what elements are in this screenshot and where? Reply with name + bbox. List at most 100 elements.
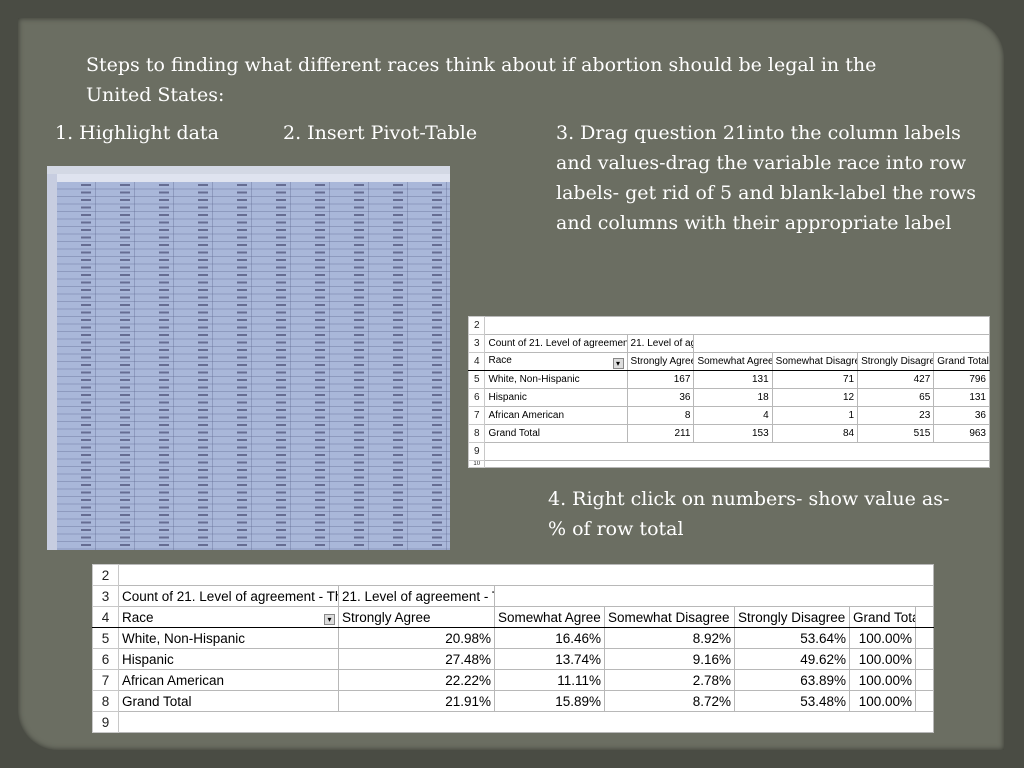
column-header: Somewhat Disagree	[771, 352, 859, 371]
row-number: 6	[92, 648, 119, 670]
table-row: 9	[92, 711, 934, 733]
row-number: 4	[92, 606, 119, 628]
table-cell[interactable]: 427	[857, 370, 935, 389]
row-number: 4	[467, 352, 486, 371]
table-cell[interactable]: 2.78%	[604, 669, 735, 691]
table-cell[interactable]: 20.98%	[338, 627, 495, 649]
row-label: White, Non-Hispanic	[118, 627, 339, 649]
table-row: 3 Count of 21. Level of agreement - That…	[92, 585, 934, 607]
row-number: 2	[467, 316, 486, 335]
row-field-label[interactable]: Race ▾	[484, 352, 628, 371]
table-cell[interactable]: 12	[771, 388, 859, 407]
table-cell[interactable]: 63.89%	[734, 669, 850, 691]
table-cell[interactable]: 1	[771, 406, 859, 425]
row-number: 7	[92, 669, 119, 691]
row-number: 5	[92, 627, 119, 649]
table-cell[interactable]: 4	[693, 406, 773, 425]
table-row: 8 Grand Total 211 153 84 515 963	[467, 424, 990, 443]
column-header: Somewhat Disagree	[604, 606, 735, 628]
row-label: Hispanic	[118, 648, 339, 670]
table-row: 4 Race ▾ Strongly Agree Somewhat Agree So…	[92, 606, 934, 628]
table-cell[interactable]: 49.62%	[734, 648, 850, 670]
table-cell[interactable]: 23	[857, 406, 935, 425]
table-cell[interactable]: 84	[771, 424, 859, 443]
table-cell[interactable]: 11.11%	[494, 669, 605, 691]
values-field-label[interactable]: Count of 21. Level of agreement - That a…	[118, 585, 339, 607]
pivot-table-counts: 2 3 Count of 21. Level of agreement - T …	[467, 316, 990, 468]
table-row: 3 Count of 21. Level of agreement - T 21…	[467, 334, 990, 353]
table-cell[interactable]: 8.92%	[604, 627, 735, 649]
step-2-text: 2. Insert Pivot-Table	[283, 122, 478, 144]
row-number: 3	[467, 334, 486, 353]
table-row: 2	[92, 564, 934, 586]
table-cell[interactable]: 53.64%	[734, 627, 850, 649]
column-header: Strongly Agree	[626, 352, 695, 371]
row-number: 7	[467, 406, 486, 425]
row-number: 2	[92, 564, 119, 586]
table-cell[interactable]: 71	[771, 370, 859, 389]
table-cell[interactable]: 21.91%	[338, 690, 495, 712]
row-label: African American	[484, 406, 628, 425]
sheet-column-headers	[47, 166, 450, 174]
column-header: Strongly Disagree	[734, 606, 850, 628]
table-cell[interactable]: 100.00%	[849, 669, 916, 691]
step-4-text: 4. Right click on numbers- show value as…	[548, 488, 950, 540]
row-label: Grand Total	[118, 690, 339, 712]
table-row: 9	[467, 442, 990, 461]
pivot-table-row-percent: 2 3 Count of 21. Level of agreement - Th…	[92, 564, 934, 733]
row-number: 8	[92, 690, 119, 712]
table-cell[interactable]: 16.46%	[494, 627, 605, 649]
table-cell[interactable]: 167	[626, 370, 695, 389]
column-header: Grand Total	[849, 606, 916, 628]
sheet-row-headers	[47, 166, 57, 550]
filter-dropdown-icon[interactable]: ▾	[612, 357, 624, 369]
table-cell[interactable]: 53.48%	[734, 690, 850, 712]
row-label: White, Non-Hispanic	[484, 370, 628, 389]
table-cell[interactable]: 153	[693, 424, 773, 443]
table-row: 2	[467, 316, 990, 335]
table-cell[interactable]: 27.48%	[338, 648, 495, 670]
table-cell[interactable]: 36	[626, 388, 695, 407]
column-field-label[interactable]: 21. Level of ag▾	[626, 334, 695, 353]
table-row: 5 White, Non-Hispanic 20.98% 16.46% 8.92…	[92, 627, 934, 649]
table-cell[interactable]: 15.89%	[494, 690, 605, 712]
table-row: 6 Hispanic 27.48% 13.74% 9.16% 49.62% 10…	[92, 648, 934, 670]
row-number: 9	[467, 442, 486, 461]
column-header: Strongly Disagree	[857, 352, 935, 371]
table-cell[interactable]: 100.00%	[849, 627, 916, 649]
table-cell[interactable]: 963	[933, 424, 990, 443]
table-row: 6 Hispanic 36 18 12 65 131	[467, 388, 990, 407]
row-field-label[interactable]: Race ▾	[118, 606, 339, 628]
table-row: 8 Grand Total 21.91% 15.89% 8.72% 53.48%…	[92, 690, 934, 712]
table-cell[interactable]: 22.22%	[338, 669, 495, 691]
column-header: Grand Total	[933, 352, 990, 371]
table-cell[interactable]: 36	[933, 406, 990, 425]
table-row: 5 White, Non-Hispanic 167 131 71 427 796	[467, 370, 990, 389]
column-header: Somewhat Agree	[494, 606, 605, 628]
table-cell[interactable]: 13.74%	[494, 648, 605, 670]
filter-dropdown-icon[interactable]: ▾	[324, 613, 335, 625]
column-field-label[interactable]: 21. Level of agreement - Th▾	[338, 585, 495, 607]
row-label: Hispanic	[484, 388, 628, 407]
table-cell[interactable]: 9.16%	[604, 648, 735, 670]
table-cell[interactable]: 131	[933, 388, 990, 407]
row-label: African American	[118, 669, 339, 691]
table-cell[interactable]: 8.72%	[604, 690, 735, 712]
values-field-label[interactable]: Count of 21. Level of agreement - T	[484, 334, 628, 353]
table-cell[interactable]: 65	[857, 388, 935, 407]
column-header: Strongly Agree	[338, 606, 495, 628]
table-cell[interactable]: 131	[693, 370, 773, 389]
column-header: Somewhat Agree	[693, 352, 773, 371]
table-cell[interactable]: 515	[857, 424, 935, 443]
table-cell[interactable]: 8	[626, 406, 695, 425]
table-cell[interactable]: 211	[626, 424, 695, 443]
table-cell[interactable]: 18	[693, 388, 773, 407]
step-3-text: 3. Drag question 21into the column label…	[556, 122, 976, 234]
table-cell[interactable]: 100.00%	[849, 690, 916, 712]
table-row: 7 African American 22.22% 11.11% 2.78% 6…	[92, 669, 934, 691]
slide-title: Steps to finding what different races th…	[86, 54, 877, 106]
table-cell[interactable]: 796	[933, 370, 990, 389]
table-cell[interactable]: 100.00%	[849, 648, 916, 670]
table-row: 7 African American 8 4 1 23 36	[467, 406, 990, 425]
